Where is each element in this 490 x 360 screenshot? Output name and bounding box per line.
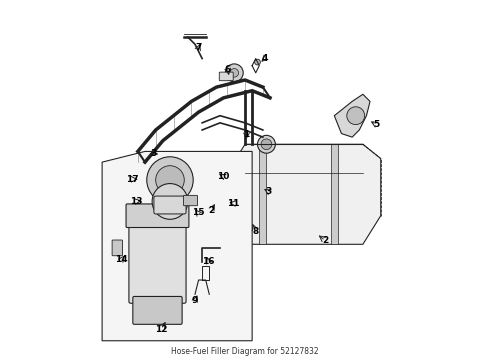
Text: Hose-Fuel Filler Diagram for 52127832: Hose-Fuel Filler Diagram for 52127832	[171, 347, 319, 356]
Text: 3: 3	[265, 187, 271, 196]
Polygon shape	[227, 144, 381, 244]
Text: 6: 6	[225, 66, 231, 75]
Circle shape	[261, 139, 272, 150]
Text: 7: 7	[196, 43, 202, 52]
Polygon shape	[331, 144, 338, 244]
FancyBboxPatch shape	[154, 196, 186, 214]
Text: 14: 14	[116, 255, 128, 264]
FancyBboxPatch shape	[126, 204, 189, 228]
Circle shape	[230, 68, 239, 77]
Text: 13: 13	[130, 197, 142, 206]
Text: 17: 17	[126, 175, 139, 184]
Text: 2: 2	[322, 236, 328, 245]
FancyBboxPatch shape	[129, 221, 186, 303]
Text: 3: 3	[151, 149, 157, 158]
Text: 16: 16	[202, 257, 215, 266]
Text: 12: 12	[155, 325, 167, 334]
Circle shape	[225, 64, 243, 82]
Circle shape	[156, 166, 184, 194]
Circle shape	[152, 184, 188, 219]
FancyBboxPatch shape	[112, 240, 122, 256]
Circle shape	[147, 157, 193, 203]
Circle shape	[258, 135, 275, 153]
Polygon shape	[102, 152, 252, 341]
Text: 8: 8	[252, 227, 259, 236]
FancyBboxPatch shape	[184, 195, 197, 206]
Text: 1: 1	[244, 130, 249, 139]
Text: 11: 11	[227, 199, 240, 208]
Text: 15: 15	[192, 208, 204, 217]
Circle shape	[347, 107, 365, 125]
Text: 5: 5	[373, 120, 380, 129]
Circle shape	[255, 59, 260, 65]
FancyBboxPatch shape	[133, 296, 182, 324]
Polygon shape	[334, 94, 370, 137]
Text: 4: 4	[262, 54, 268, 63]
Polygon shape	[259, 144, 267, 244]
Text: 2: 2	[208, 206, 214, 215]
Text: 9: 9	[192, 296, 198, 305]
FancyBboxPatch shape	[220, 72, 233, 81]
Text: 10: 10	[218, 172, 230, 181]
